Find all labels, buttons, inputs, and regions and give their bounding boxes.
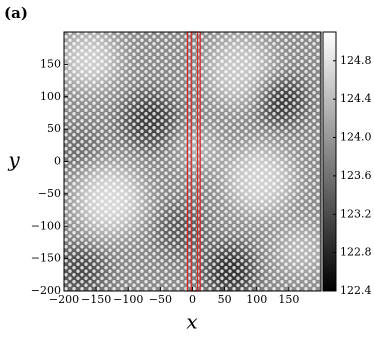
x-tick-label: −200 bbox=[49, 293, 79, 306]
x-tick-label: −150 bbox=[81, 293, 111, 306]
colorbar-tick-label: 124.4 bbox=[340, 92, 372, 105]
x-tick-label: −50 bbox=[149, 293, 172, 306]
x-tick-label: 150 bbox=[278, 293, 299, 306]
x-tick-label: 100 bbox=[246, 293, 267, 306]
x-tick-label: −100 bbox=[113, 293, 143, 306]
heatmap-image bbox=[64, 32, 321, 291]
colorbar-tick-label: 124.0 bbox=[340, 131, 372, 144]
y-tick-label: −50 bbox=[38, 187, 61, 200]
colorbar-tick-label: 124.8 bbox=[340, 54, 372, 67]
colorbar-tick-label: 123.2 bbox=[340, 207, 372, 220]
x-axis-label: x bbox=[186, 310, 197, 334]
x-tick-label: 0 bbox=[189, 293, 196, 306]
y-tick-label: 50 bbox=[47, 122, 61, 135]
y-tick-label: 0 bbox=[54, 155, 61, 168]
y-tick-label: −200 bbox=[31, 284, 61, 297]
x-tick-label: 50 bbox=[218, 293, 232, 306]
y-tick-label: 150 bbox=[40, 57, 61, 70]
y-tick-label: −100 bbox=[31, 219, 61, 232]
y-tick-label: 100 bbox=[40, 90, 61, 103]
colorbar-tick-label: 123.6 bbox=[340, 169, 372, 182]
panel-label: (a) bbox=[4, 4, 28, 22]
y-tick-label: −150 bbox=[31, 252, 61, 265]
colorbar-tick-label: 122.4 bbox=[340, 284, 372, 297]
y-axis-label: y bbox=[7, 148, 20, 172]
colorbar-tick-label: 122.8 bbox=[340, 246, 372, 259]
colorbar bbox=[322, 31, 337, 292]
